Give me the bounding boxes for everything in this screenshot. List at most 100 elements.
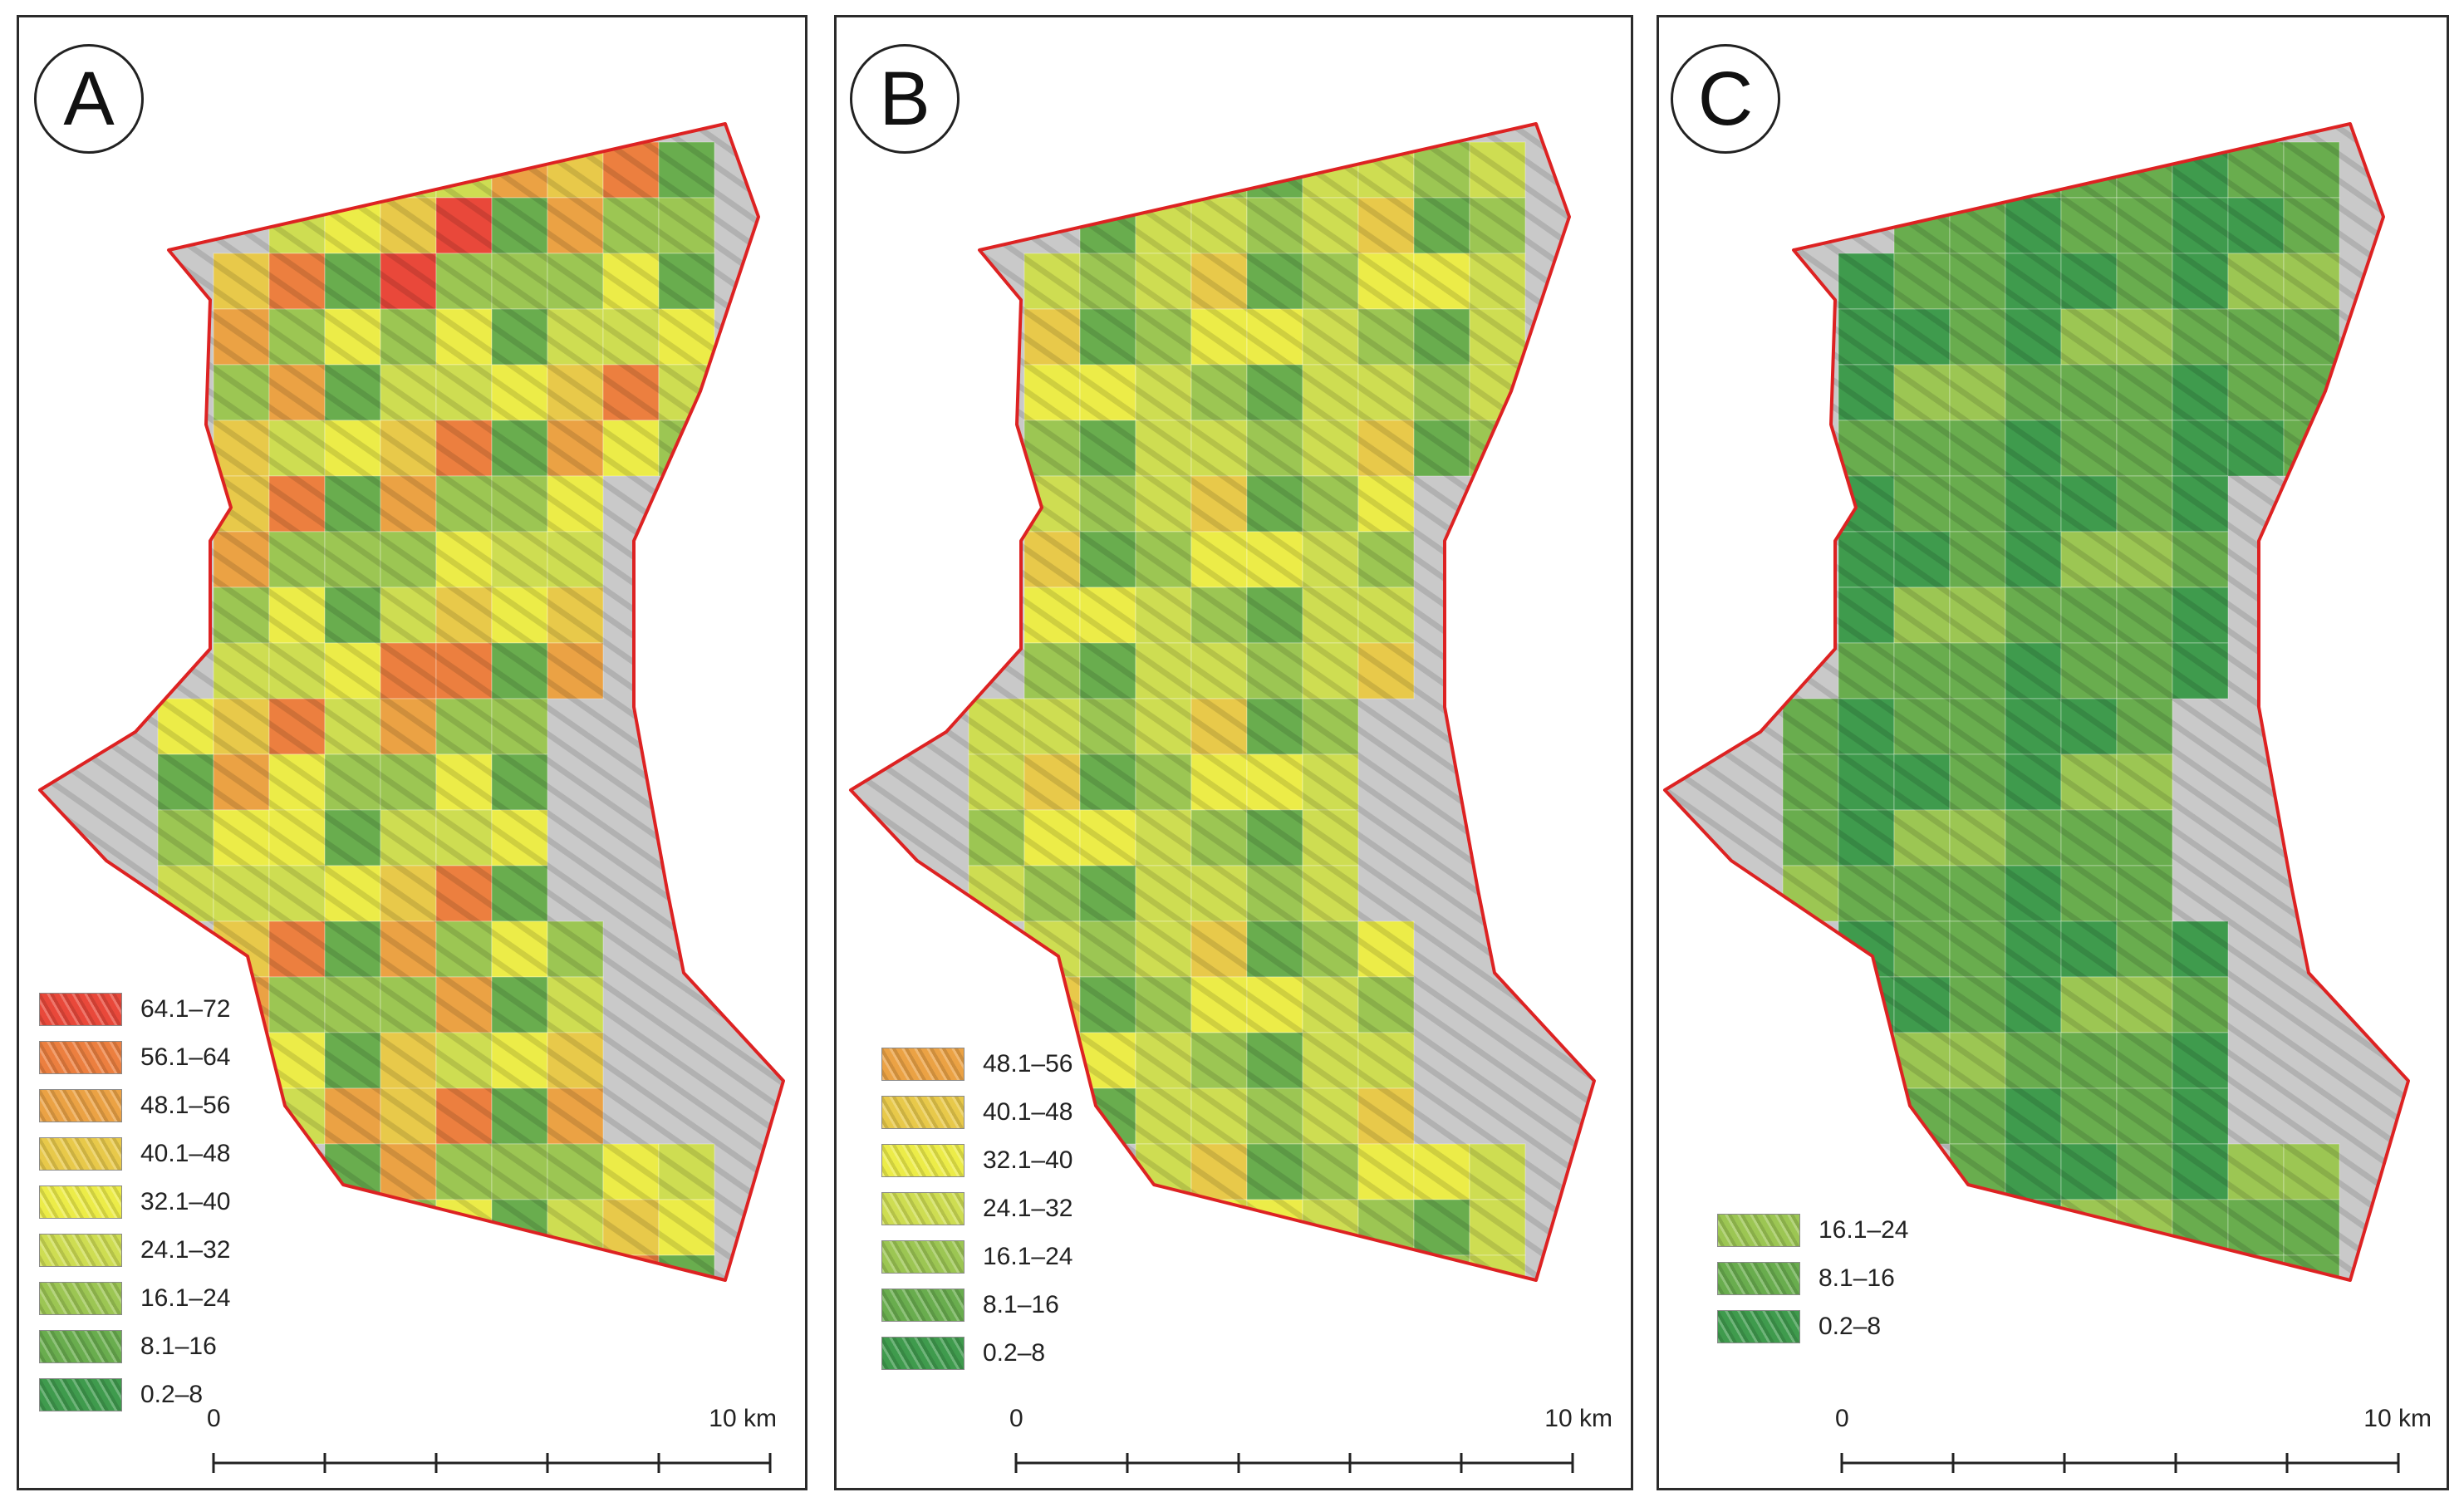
grid-cell <box>1949 1254 2006 1280</box>
grid-cell <box>324 1254 381 1280</box>
legend-item: 8.1–16 <box>39 1327 230 1367</box>
legend-swatch <box>39 1041 122 1074</box>
grid-cell <box>2005 1311 2061 1367</box>
grid-cell <box>268 141 326 199</box>
grid-cell <box>1357 1254 1415 1280</box>
scale-bar: 0 10 km <box>1835 1405 2432 1480</box>
scale-start-label: 0 <box>207 1405 221 1432</box>
grid-cell <box>659 1311 714 1367</box>
map-canvas <box>1663 122 2410 1367</box>
grid-cell <box>1190 1199 1248 1256</box>
scale-bar-line <box>1840 1453 2400 1473</box>
legend-swatch <box>881 1144 964 1177</box>
legend-swatch <box>39 993 122 1026</box>
legend-label: 40.1–48 <box>983 1098 1073 1126</box>
legend-item: 8.1–16 <box>881 1285 1072 1325</box>
grid-cell <box>380 1311 436 1367</box>
legend-item: 40.1–48 <box>39 1134 230 1174</box>
map-panel-c: C 16.1–24 8.1–16 0.2–8 0 10 km <box>1657 15 2449 1490</box>
grid-cell <box>547 1254 604 1280</box>
grid-cell <box>2284 1311 2339 1367</box>
legend-label: 0.2–8 <box>983 1339 1046 1367</box>
grid-cell <box>1303 1311 1358 1367</box>
legend-item: 16.1–24 <box>881 1237 1072 1277</box>
legend-item: 64.1–72 <box>39 989 230 1029</box>
legend-label: 32.1–40 <box>140 1188 231 1215</box>
legend-label: 48.1–56 <box>140 1092 231 1119</box>
legend-swatch <box>39 1137 122 1171</box>
legend-label: 40.1–48 <box>140 1140 231 1167</box>
legend-swatch <box>881 1337 964 1370</box>
grid-cell <box>2172 1311 2228 1367</box>
legend-label: 0.2–8 <box>140 1381 204 1408</box>
grid-cell <box>2117 1311 2172 1367</box>
legend-swatch <box>881 1192 964 1225</box>
grid-cell <box>1893 141 1951 199</box>
grid-cell <box>1414 1311 1470 1367</box>
legend-swatch <box>39 1282 122 1315</box>
legend-item: 0.2–8 <box>1717 1307 1908 1347</box>
grid-cell <box>1190 141 1248 199</box>
grid-cell <box>1191 1311 1247 1367</box>
legend-item: 24.1–32 <box>39 1230 230 1270</box>
grid-cell <box>1949 141 2006 199</box>
legend-item: 48.1–56 <box>39 1086 230 1126</box>
grid-cell <box>324 1199 381 1256</box>
legend: 64.1–72 56.1–64 48.1–56 40.1–48 32.1–40 … <box>39 989 230 1415</box>
legend-label: 16.1–24 <box>983 1243 1073 1270</box>
legend-swatch <box>881 1048 964 1081</box>
study-area-boundary <box>38 122 785 1282</box>
grid-cell <box>492 1311 547 1367</box>
grid-cell <box>1079 141 1136 199</box>
grid-cell <box>380 1199 437 1256</box>
legend-swatch <box>881 1240 964 1274</box>
scale-end-label: 10 km <box>2363 1405 2432 1432</box>
legend-item: 0.2–8 <box>881 1333 1072 1373</box>
scale-end-label: 10 km <box>1544 1405 1612 1432</box>
legend-swatch <box>39 1378 122 1411</box>
grid-cell <box>1247 1311 1303 1367</box>
legend-swatch <box>39 1089 122 1122</box>
legend-swatch <box>1717 1214 1800 1247</box>
grid-cell <box>2060 1254 2118 1280</box>
grid-cell <box>2005 1254 2062 1280</box>
legend-label: 24.1–32 <box>983 1195 1073 1222</box>
legend-swatch <box>1717 1310 1800 1343</box>
grid-cell <box>547 1311 603 1367</box>
grid-cell <box>2172 1254 2229 1280</box>
map-panel-b: B 48.1–56 40.1–48 32.1–40 24.1–32 16.1–2… <box>834 15 1633 1490</box>
scale-start-label: 0 <box>1835 1405 1849 1432</box>
legend: 48.1–56 40.1–48 32.1–40 24.1–32 16.1–24 … <box>881 1044 1072 1373</box>
grid-cell <box>380 141 437 199</box>
legend-label: 56.1–64 <box>140 1043 231 1071</box>
legend-swatch <box>39 1330 122 1363</box>
legend-item: 0.2–8 <box>39 1375 230 1415</box>
scale-bar: 0 10 km <box>1009 1405 1612 1480</box>
grid-cell <box>1135 1199 1192 1256</box>
map-canvas <box>849 122 1596 1367</box>
grid-cell <box>1136 1311 1191 1367</box>
legend-swatch <box>1717 1262 1800 1295</box>
legend-swatch <box>39 1185 122 1219</box>
legend-label: 8.1–16 <box>140 1333 217 1360</box>
grid-cell <box>1838 1087 1895 1145</box>
grid-cell <box>325 1311 380 1367</box>
study-area-boundary <box>849 122 1596 1282</box>
grid-cell <box>1950 1311 2005 1367</box>
legend-item: 48.1–56 <box>881 1044 1072 1084</box>
grid-cell <box>436 1311 492 1367</box>
grid-cell <box>1413 1254 1470 1280</box>
grid-cell <box>2227 1254 2285 1280</box>
grid-cell <box>2005 141 2062 199</box>
map-panel-a: A 64.1–72 56.1–64 48.1–56 40.1–48 32.1–4… <box>17 15 807 1490</box>
panel-label: B <box>850 44 960 154</box>
legend-label: 48.1–56 <box>983 1050 1073 1077</box>
grid-cell <box>1135 141 1192 199</box>
scale-bar: 0 10 km <box>207 1405 777 1480</box>
grid-cell <box>602 1254 660 1280</box>
grid-cell <box>2116 1254 2173 1280</box>
grid-cell <box>1470 1311 1525 1367</box>
legend-item: 32.1–40 <box>39 1182 230 1222</box>
grid-cell <box>1949 1199 2006 1256</box>
legend-label: 16.1–24 <box>1819 1216 1909 1244</box>
